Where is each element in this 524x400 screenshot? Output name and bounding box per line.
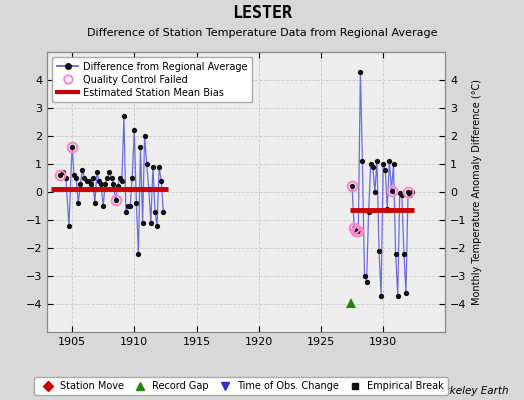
Text: Berkeley Earth: Berkeley Earth bbox=[432, 386, 508, 396]
Legend: Station Move, Record Gap, Time of Obs. Change, Empirical Break: Station Move, Record Gap, Time of Obs. C… bbox=[34, 377, 448, 395]
Y-axis label: Monthly Temperature Anomaly Difference (°C): Monthly Temperature Anomaly Difference (… bbox=[472, 79, 482, 305]
Text: LESTER: LESTER bbox=[232, 4, 292, 22]
Legend: Difference from Regional Average, Quality Control Failed, Estimated Station Mean: Difference from Regional Average, Qualit… bbox=[52, 57, 253, 102]
Text: Difference of Station Temperature Data from Regional Average: Difference of Station Temperature Data f… bbox=[87, 28, 437, 38]
